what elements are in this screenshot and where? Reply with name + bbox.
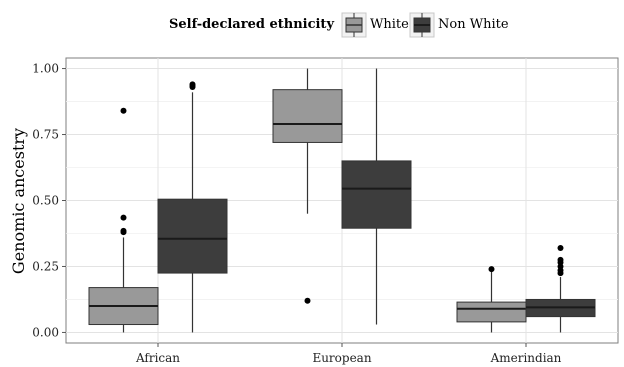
legend-label-white: White [370, 17, 409, 32]
box-body [157, 198, 228, 274]
y-tick-label: 0.75 [32, 128, 59, 142]
y-axis: 0.00 0.25 0.50 0.75 1.00 [32, 62, 66, 339]
y-tick-label: 0.25 [32, 259, 59, 273]
boxes [88, 68, 596, 333]
box-body [456, 301, 527, 323]
legend-entry-white: White [341, 12, 409, 38]
x-tick-label: Amerindian [490, 351, 562, 365]
legend-title: Self-declared ethnicity [169, 17, 334, 32]
box-african-white [88, 107, 159, 333]
outlier-point [120, 227, 127, 234]
x-axis: African European Amerindian [135, 343, 562, 365]
y-tick-label: 0.00 [32, 325, 59, 339]
y-axis-title: Genomic ancestry [9, 128, 28, 274]
box-amerindian-non-white [525, 245, 596, 333]
box-european-white [272, 68, 343, 304]
box-african-non-white [157, 81, 228, 333]
outlier-point [488, 266, 495, 273]
box-body [272, 89, 343, 143]
outlier-point [120, 107, 127, 114]
legend-label-non-white: Non White [438, 17, 509, 32]
legend: Self-declared ethnicity White Non White [169, 12, 509, 38]
outlier-point [120, 214, 127, 221]
outlier-point [304, 297, 311, 304]
y-tick-label: 1.00 [32, 62, 59, 76]
outlier-point [557, 256, 564, 263]
legend-entry-non-white: Non White [409, 12, 509, 38]
y-tick-label: 0.50 [32, 194, 59, 208]
box-european-non-white [341, 68, 412, 325]
box-body [341, 160, 412, 229]
outlier-point [557, 245, 564, 251]
x-tick-label: African [135, 351, 180, 365]
outlier-point [189, 81, 196, 88]
x-tick-label: European [312, 351, 371, 365]
